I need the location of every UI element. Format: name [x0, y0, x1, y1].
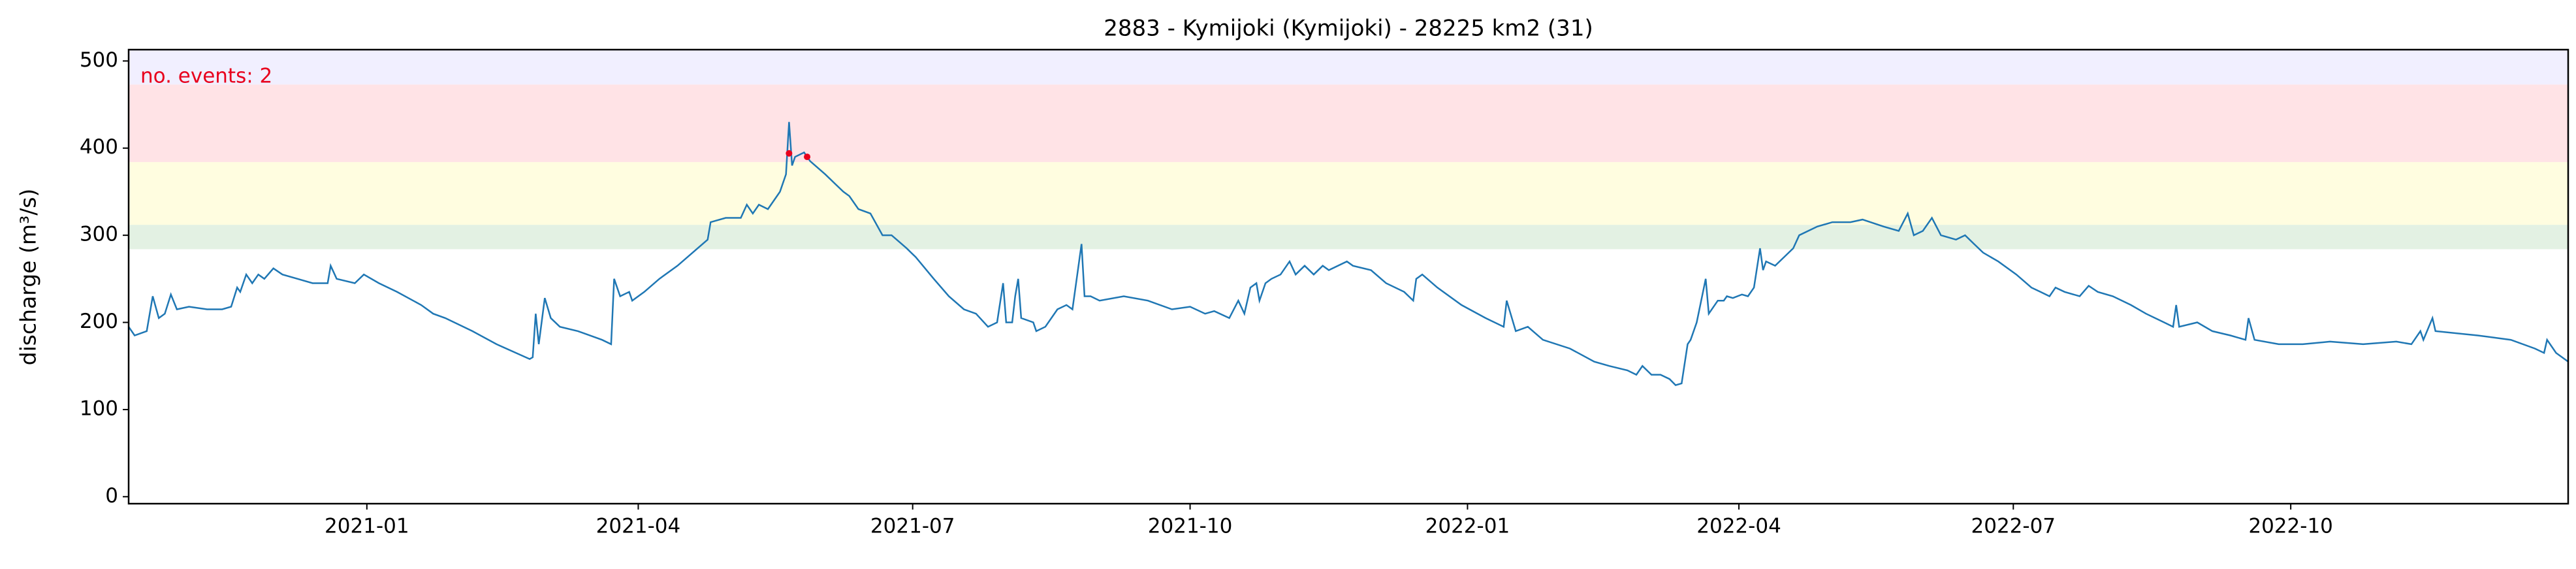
x-tick-label: 2022-07 — [1971, 515, 2056, 538]
plot-frame — [127, 48, 2569, 505]
threshold-band — [129, 225, 2568, 250]
event-marker — [786, 150, 793, 157]
y-tick-label: 400 — [80, 135, 118, 159]
discharge-line — [127, 122, 2569, 387]
threshold-band — [129, 84, 2568, 163]
x-tick-label: 2021-01 — [325, 515, 409, 538]
x-tick-label: 2021-10 — [1148, 515, 1233, 538]
event-marker — [804, 154, 811, 161]
y-tick-label: 200 — [80, 310, 118, 333]
threshold-band — [129, 50, 2568, 85]
threshold-band — [129, 162, 2568, 225]
y-tick-label: 0 — [105, 484, 118, 508]
x-tick-label: 2021-07 — [870, 515, 955, 538]
x-tick-label: 2022-10 — [2248, 515, 2333, 538]
x-tick-label: 2022-04 — [1696, 515, 1781, 538]
x-tick-label: 2021-04 — [596, 515, 681, 538]
y-tick-label: 300 — [80, 223, 118, 246]
chart-title: 2883 - Kymijoki (Kymijoki) - 28225 km2 (… — [1104, 16, 1593, 42]
y-tick-label: 100 — [80, 397, 118, 420]
x-tick-label: 2022-01 — [1425, 515, 1510, 538]
y-tick-label: 500 — [80, 48, 118, 72]
annotation: no. events: 2 — [140, 65, 272, 88]
y-axis-label: discharge (m³/s) — [16, 189, 41, 366]
